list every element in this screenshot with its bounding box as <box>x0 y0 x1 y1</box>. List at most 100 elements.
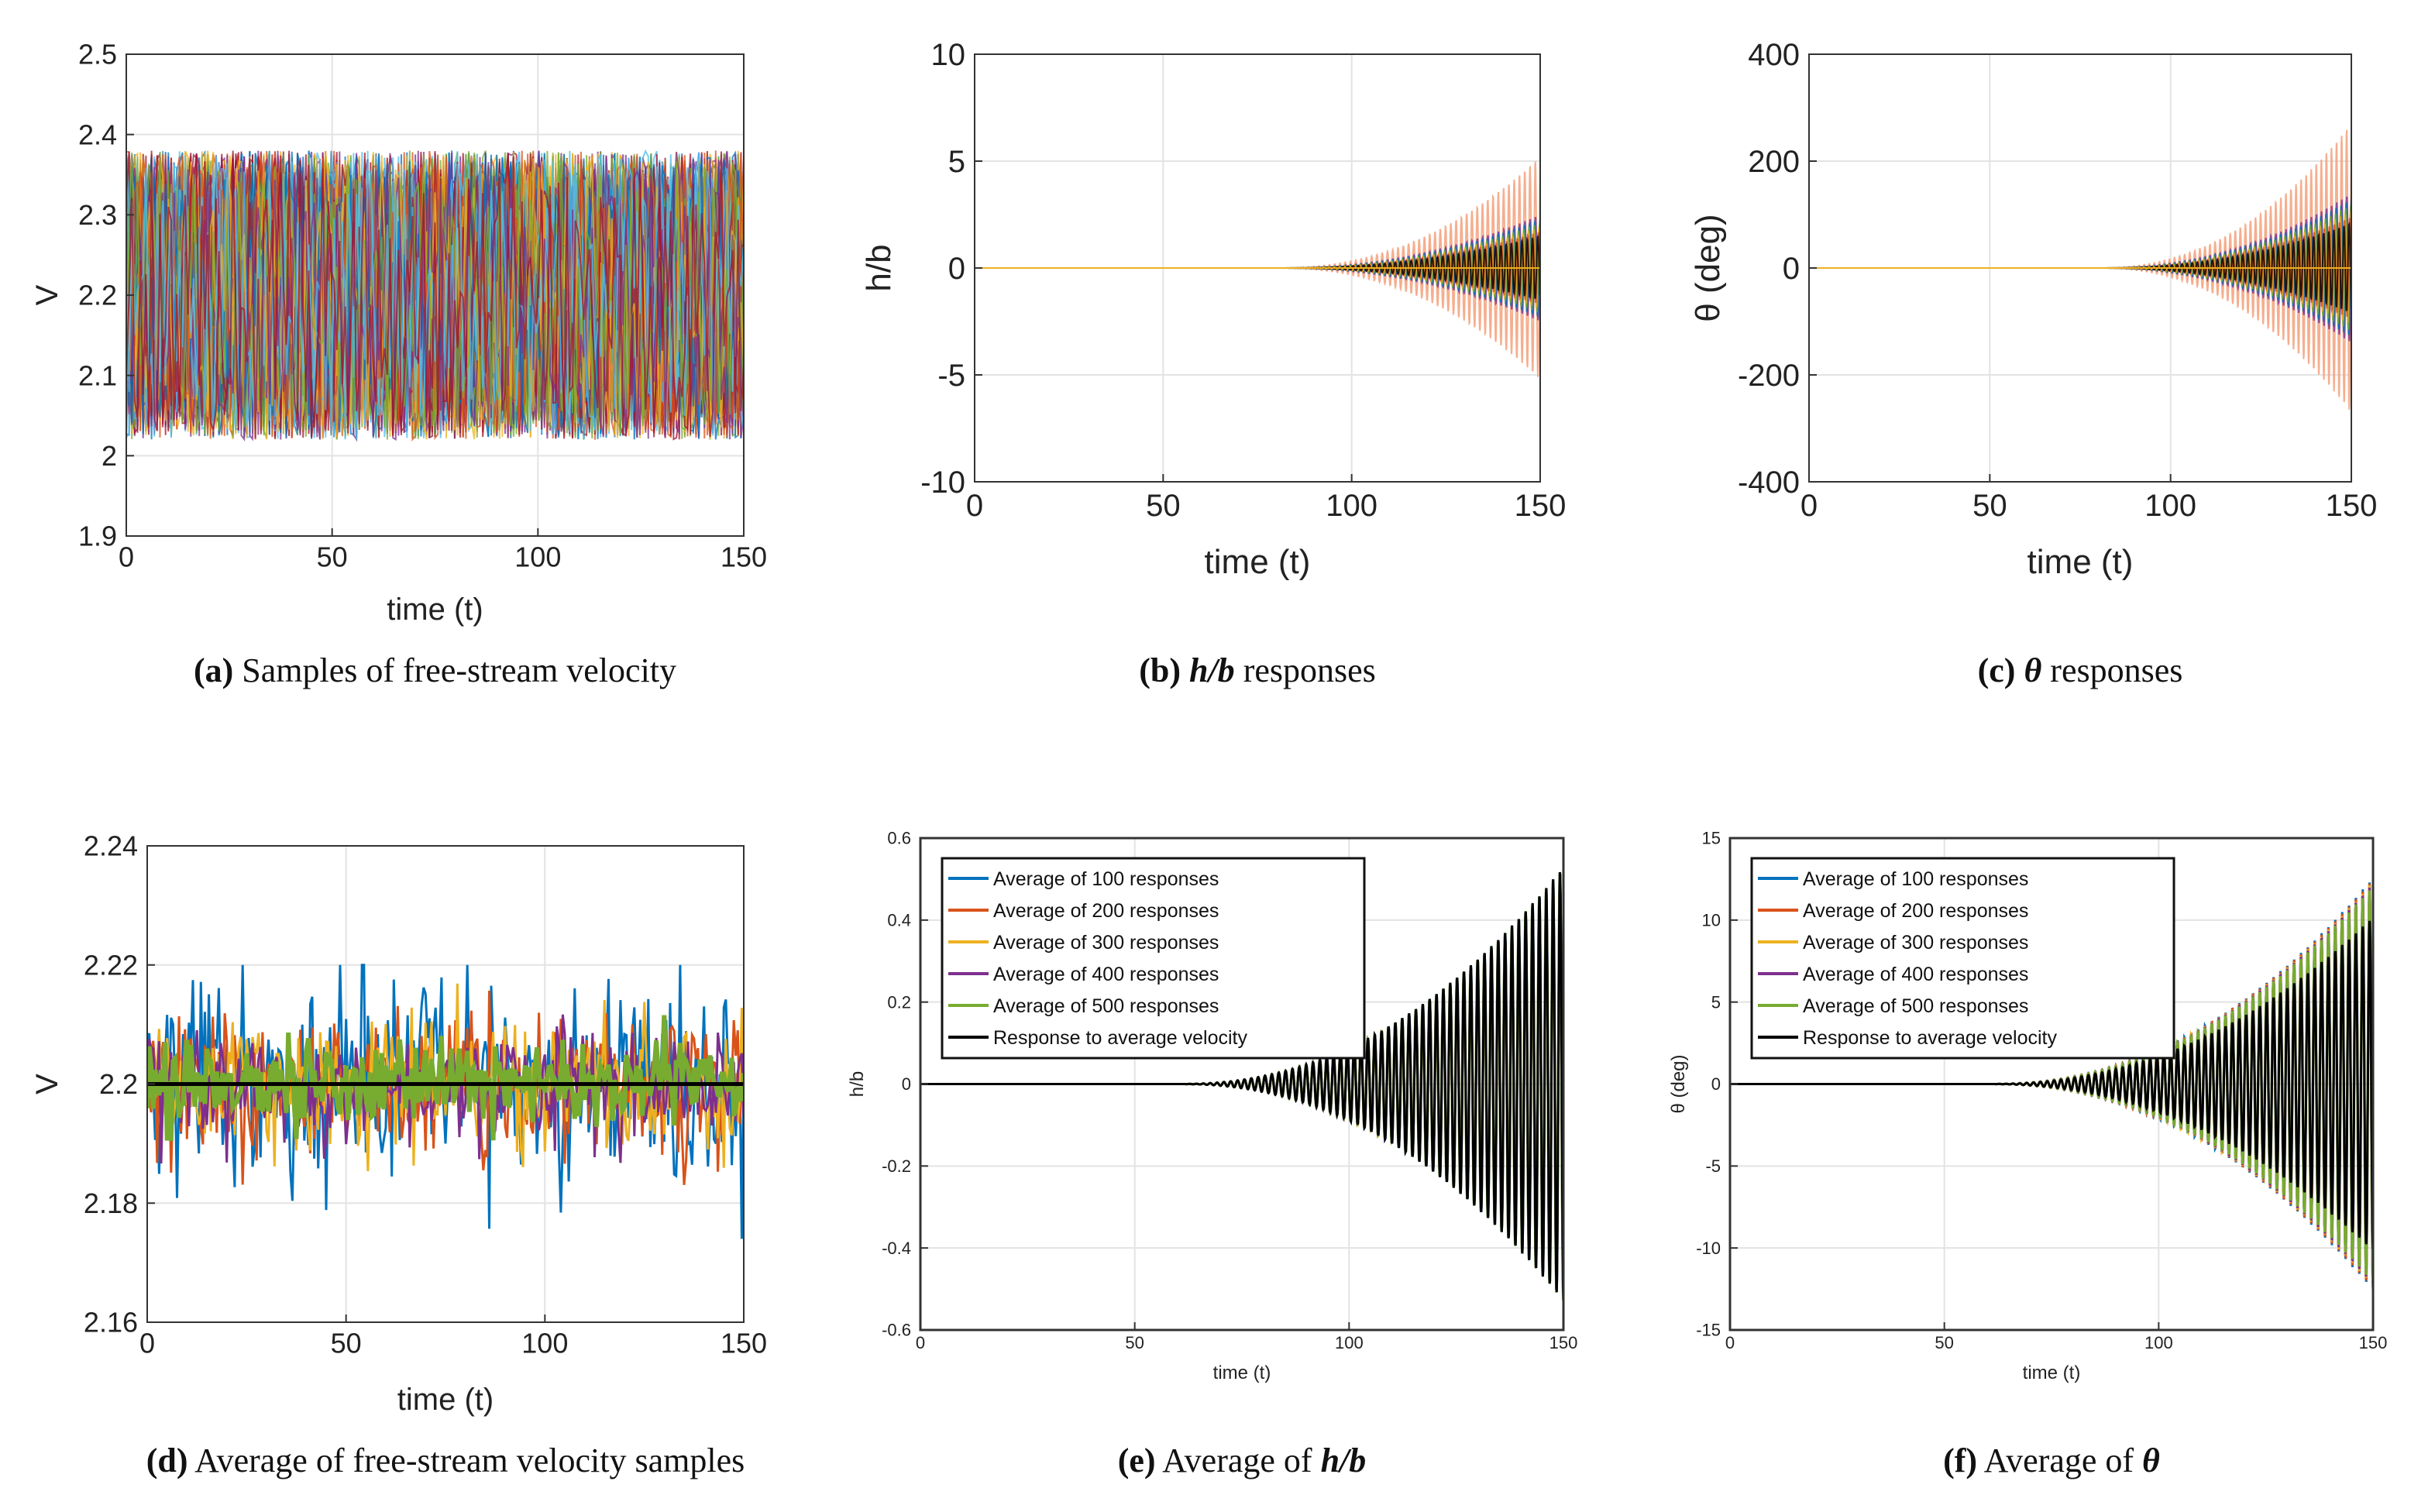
caption-text: Average of <box>1977 1442 2142 1479</box>
x-tick-label: 100 <box>514 541 561 573</box>
x-axis-label: time (t) <box>2028 543 2134 581</box>
legend-entry: Average of 400 responses <box>993 964 1219 985</box>
x-tick-label: 150 <box>721 1328 767 1359</box>
legend-entry: Average of 200 responses <box>993 900 1219 922</box>
x-tick-label: 50 <box>331 1328 362 1359</box>
plot-area <box>975 161 1540 377</box>
caption-text-post: responses <box>2041 651 2182 689</box>
x-tick-label: 150 <box>1515 489 1567 523</box>
y-tick-label: 10 <box>931 38 966 72</box>
x-tick-label: 100 <box>1335 1333 1364 1352</box>
y-tick-label: -200 <box>1738 359 1800 393</box>
legend-entry: Average of 400 responses <box>1803 964 2028 985</box>
y-tick-label: -400 <box>1738 466 1800 500</box>
y-tick-label: 200 <box>1748 145 1800 179</box>
legend-entry: Response to average velocity <box>1803 1027 2057 1049</box>
caption-f: (f) Average of θ <box>1943 1442 2160 1479</box>
caption-d: (d) Average of free-stream velocity samp… <box>146 1442 745 1479</box>
y-tick-label: 5 <box>1711 992 1721 1012</box>
tick-labels: 0 50 100 150 -400 -200 0 200 400 <box>1738 38 2377 523</box>
legend: Average of 100 responses Average of 200 r… <box>1750 857 2175 1060</box>
plot-area <box>920 871 1563 1302</box>
y-tick-label: 0 <box>902 1074 911 1094</box>
tick-labels: 0 50 100 150 -10 -5 0 5 10 <box>920 38 1566 523</box>
y-tick-label: 0.2 <box>887 992 911 1012</box>
y-axis-label: V <box>30 1074 64 1094</box>
caption-letter: (d) <box>146 1442 188 1479</box>
chart-e: 0 50 100 150 -0.6 -0.4 -0.2 0 0.2 0.4 0.6 time (t) h… <box>847 829 1577 1479</box>
y-tick-label: -0.6 <box>882 1321 911 1340</box>
chart-f: 0 50 100 150 -15 -10 -5 0 5 10 15 time (t) θ (deg) Av… <box>1668 829 2387 1479</box>
legend-entry: Average of 200 responses <box>1803 900 2028 922</box>
y-tick-label: 2.2 <box>99 1068 138 1100</box>
y-tick-label: 2.22 <box>84 949 138 981</box>
caption-text: Average of free-stream velocity samples <box>188 1442 745 1479</box>
caption-letter: (f) <box>1943 1442 1977 1479</box>
y-tick-label: 15 <box>1702 829 1721 848</box>
x-axis-label: time (t) <box>2023 1363 2081 1383</box>
y-tick-label: 5 <box>948 145 965 179</box>
caption-letter: (c) <box>1978 651 2016 689</box>
y-tick-label: 2.16 <box>84 1307 138 1338</box>
x-axis-label: time (t) <box>1205 543 1311 581</box>
legend-entry: Response to average velocity <box>993 1027 1247 1049</box>
x-axis-label: time (t) <box>397 1383 494 1417</box>
y-tick-label: -5 <box>937 359 965 393</box>
tick-labels: 0 50 100 150 2.16 2.18 2.2 2.22 2.24 <box>84 830 767 1359</box>
legend-box <box>941 857 1366 1060</box>
y-axis-label: θ (deg) <box>1689 214 1727 321</box>
caption-letter: (e) <box>1118 1442 1156 1479</box>
x-tick-label: 50 <box>317 541 348 573</box>
x-tick-label: 100 <box>521 1328 568 1359</box>
y-tick-label: -15 <box>1696 1321 1721 1340</box>
legend-entry: Average of 300 responses <box>993 932 1219 954</box>
y-tick-label: 2.2 <box>78 280 117 311</box>
caption-letter: (b) <box>1139 651 1181 689</box>
x-tick-label: 150 <box>721 541 767 573</box>
plot-area <box>1730 882 2373 1291</box>
y-tick-label: 0 <box>1711 1074 1721 1094</box>
caption-math: θ <box>2024 651 2041 689</box>
legend-entry: Average of 100 responses <box>1803 868 2028 890</box>
x-tick-label: 50 <box>1935 1333 1953 1352</box>
y-axis-label: h/b <box>847 1071 868 1097</box>
y-tick-label: 400 <box>1748 38 1800 72</box>
y-axis-label: V <box>30 284 64 305</box>
x-tick-label: 150 <box>2359 1333 2388 1352</box>
legend-entry: Average of 100 responses <box>993 868 1219 890</box>
x-tick-label: 100 <box>2144 489 2196 523</box>
caption-text: Samples of free-stream velocity <box>233 651 676 689</box>
x-tick-label: 50 <box>1125 1333 1144 1352</box>
caption-text: Average of <box>1156 1442 1321 1479</box>
y-tick-label: 2.4 <box>78 119 117 150</box>
legend-box <box>1750 857 2175 1060</box>
y-tick-label: -5 <box>1705 1156 1721 1176</box>
legend-entry: Average of 500 responses <box>1803 995 2028 1017</box>
chart-d: 0 50 100 150 2.16 2.18 2.2 2.22 2.24 time (t) V (d)… <box>30 830 767 1479</box>
tick-labels: 0 50 100 150 -15 -10 -5 0 5 10 15 <box>1696 829 2387 1353</box>
x-tick-label: 0 <box>916 1333 925 1352</box>
y-tick-label: 2.1 <box>78 359 117 391</box>
y-tick-label: -0.4 <box>882 1239 911 1258</box>
x-tick-label: 50 <box>1972 489 2007 523</box>
caption-text <box>1181 651 1189 689</box>
caption-text <box>2015 651 2024 689</box>
plot-area <box>1809 129 2351 410</box>
x-tick-label: 0 <box>1801 489 1818 523</box>
sample-series <box>126 150 744 439</box>
caption-math: h/b <box>1189 651 1235 689</box>
caption-text-post: responses <box>1235 651 1376 689</box>
caption-b: (b) h/b responses <box>1139 651 1376 689</box>
x-axis-label: time (t) <box>1213 1363 1271 1383</box>
y-tick-label: 0 <box>1783 252 1800 286</box>
tick-labels: 0 50 100 150 1.9 2 2.1 2.2 2.3 2.4 2.5 <box>78 39 767 573</box>
y-tick-label: -0.2 <box>882 1156 911 1176</box>
y-tick-label: 0 <box>948 252 965 286</box>
x-tick-label: 0 <box>966 489 983 523</box>
chart-a: 0 50 100 150 1.9 2 2.1 2.2 2.3 2.4 2.5 time (t) V (a)… <box>30 39 767 689</box>
y-tick-label: 0.4 <box>887 911 911 930</box>
y-tick-label: 1.9 <box>78 521 117 552</box>
y-tick-label: 2.5 <box>78 39 117 70</box>
